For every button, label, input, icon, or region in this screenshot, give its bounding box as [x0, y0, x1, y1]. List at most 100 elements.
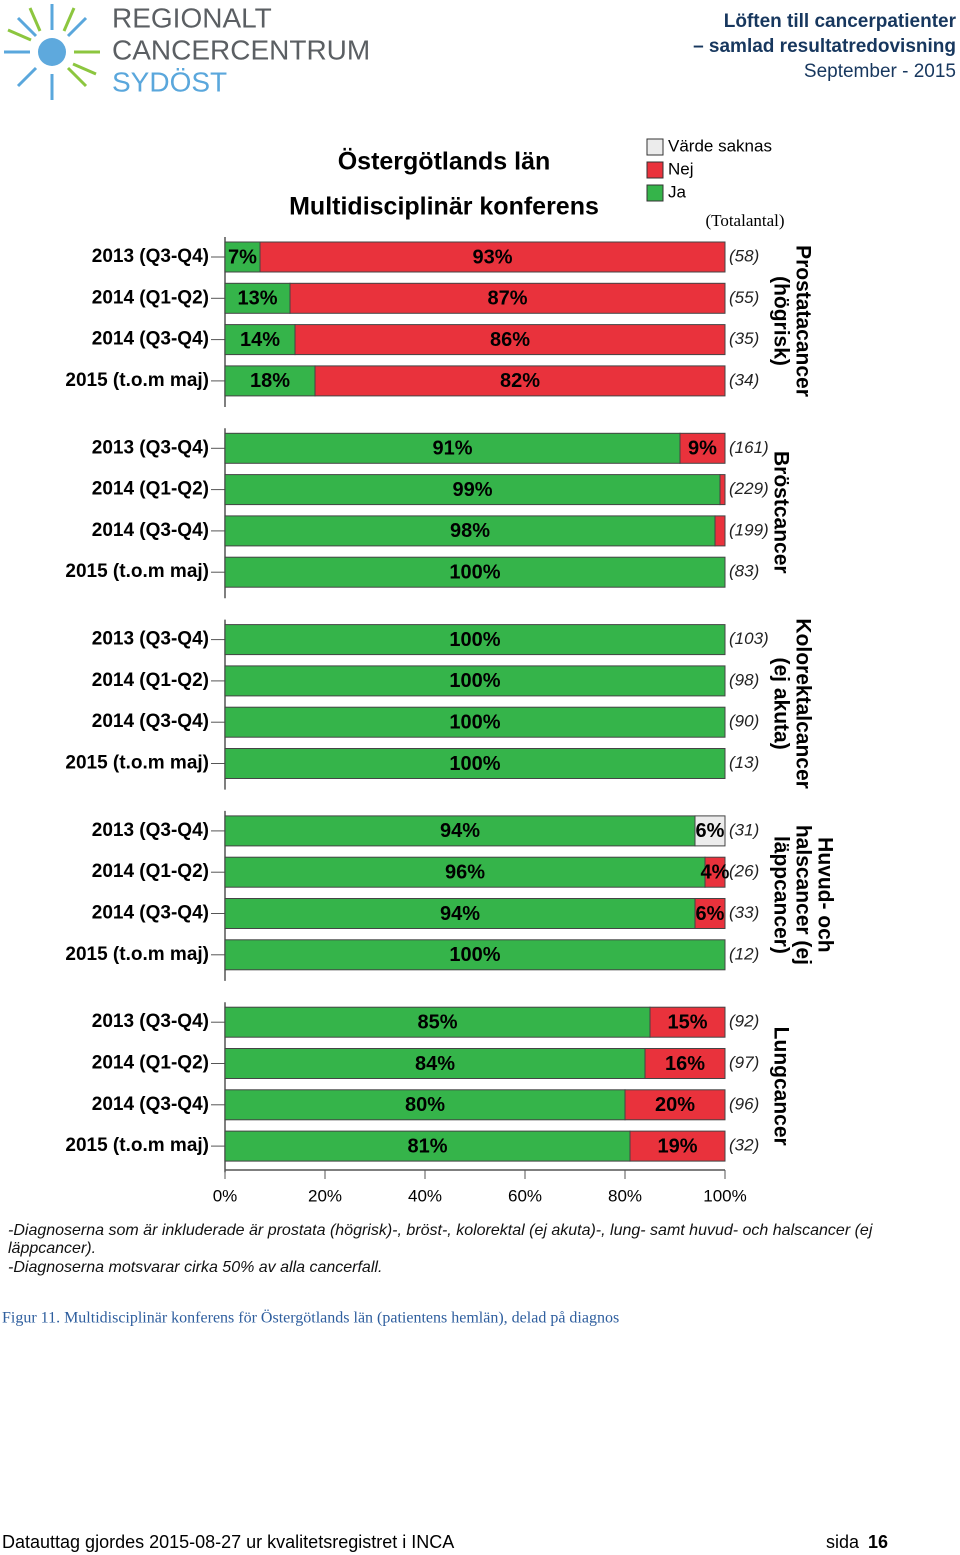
bar-segment — [259, 241, 726, 273]
panel-name: Lungcancer — [769, 1027, 792, 1146]
bar-segment — [704, 856, 726, 888]
value-label: 84% — [415, 1053, 455, 1075]
bar-segment — [224, 365, 316, 397]
category-label: 2014 (Q3-Q4) — [92, 1094, 209, 1115]
category-label: 2015 (t.o.m maj) — [65, 753, 209, 774]
total-label: (31) — [729, 820, 759, 839]
bar-segment — [224, 748, 726, 779]
value-label: 20% — [655, 1094, 695, 1116]
value-label: 7% — [228, 246, 257, 268]
value-label: 19% — [657, 1135, 697, 1157]
category-label: 2014 (Q1-Q2) — [92, 861, 209, 882]
bar-segment — [224, 556, 726, 588]
bar-segment — [224, 1048, 646, 1079]
bar-segment — [649, 1006, 726, 1038]
value-label: 94% — [440, 820, 480, 842]
value-label: 93% — [472, 246, 512, 268]
total-label: (34) — [729, 370, 759, 389]
value-label: 99% — [452, 479, 492, 501]
value-label: 6% — [696, 820, 725, 842]
value-label: 100% — [449, 944, 500, 966]
bar-segment — [224, 1006, 651, 1038]
bar-segment — [624, 1089, 726, 1121]
note: -Diagnoserna som är inkluderade är prost… — [8, 1222, 873, 1257]
bar-segment — [224, 939, 726, 971]
value-label: 85% — [417, 1011, 457, 1033]
value-label: 6% — [696, 903, 725, 925]
value-label: 15% — [667, 1011, 707, 1033]
bar-segment — [289, 282, 726, 314]
bar-segment — [224, 665, 726, 697]
panel-name: Kolorektalcancer — [791, 618, 814, 788]
total-label: (90) — [729, 712, 759, 731]
panel-name: (högrisk) — [769, 276, 792, 366]
bar-segment — [719, 474, 726, 506]
total-label: (55) — [729, 288, 759, 307]
total-label: (13) — [729, 753, 759, 772]
category-label: 2015 (t.o.m maj) — [65, 944, 209, 965]
chart-title: Östergötlands län — [338, 147, 551, 176]
value-label: 18% — [250, 370, 290, 392]
value-label: 94% — [440, 903, 480, 925]
value-label: 14% — [240, 329, 280, 351]
category-label: 2015 (t.o.m maj) — [65, 370, 209, 391]
logo-mark — [4, 4, 100, 100]
panel-name: Bröstcancer — [769, 451, 792, 574]
value-label: 80% — [405, 1094, 445, 1116]
panel-name: (ej akuta) — [769, 657, 792, 749]
value-label: 100% — [449, 670, 500, 692]
value-label: 9% — [688, 438, 717, 460]
legend-label: Nej — [668, 159, 694, 178]
total-label: (83) — [729, 562, 759, 581]
legend-swatch — [646, 161, 664, 179]
logo-text: REGIONALT — [112, 2, 272, 33]
header-title: Löften till cancerpatienter — [724, 11, 957, 32]
bar-segment — [629, 1130, 726, 1162]
x-tick-label: 80% — [608, 1186, 642, 1205]
bar-segment — [224, 624, 726, 656]
bar-segment — [694, 815, 726, 847]
total-label: (161) — [729, 438, 769, 457]
total-label: (97) — [729, 1053, 759, 1072]
category-label: 2014 (Q1-Q2) — [92, 670, 209, 691]
category-label: 2014 (Q1-Q2) — [92, 1053, 209, 1074]
x-tick-label: 60% — [508, 1186, 542, 1205]
caption: Figur 11. Multidisciplinär konferens för… — [2, 1309, 619, 1327]
category-label: 2014 (Q1-Q2) — [92, 287, 209, 308]
logo-text: SYDÖST — [112, 66, 227, 97]
total-label: (12) — [729, 944, 759, 963]
logo-text: CANCERCENTRUM — [112, 34, 370, 65]
bar-segment — [314, 365, 726, 397]
value-label: 81% — [407, 1135, 447, 1157]
footer-source: Datauttag gjordes 2015-08-27 ur kvalitet… — [2, 1532, 454, 1552]
panel-name: halscancer (ej — [791, 825, 814, 965]
category-label: 2015 (t.o.m maj) — [65, 1135, 209, 1156]
bar-segment — [644, 1048, 726, 1079]
bar-segment — [224, 706, 726, 738]
x-tick-label: 20% — [308, 1186, 342, 1205]
bar-segment — [694, 898, 726, 929]
legend-swatch — [646, 138, 664, 156]
value-label: 100% — [449, 629, 500, 651]
value-label: 98% — [450, 520, 490, 542]
bar-segment — [679, 432, 726, 464]
total-label: (35) — [729, 329, 759, 348]
panel-name: Prostatacancer — [791, 245, 814, 397]
value-label: 100% — [449, 561, 500, 583]
value-label: 4% — [701, 861, 730, 883]
bar-segment — [714, 515, 726, 547]
total-label: (33) — [729, 903, 759, 922]
bar-segment — [224, 1089, 626, 1121]
bar-segment — [224, 474, 721, 506]
total-label: (96) — [729, 1094, 759, 1113]
category-label: 2014 (Q3-Q4) — [92, 711, 209, 732]
value-label: 16% — [665, 1053, 705, 1075]
chart-subtitle: Multidisciplinär konferens — [289, 193, 599, 221]
x-tick-label: 100% — [703, 1186, 746, 1205]
x-tick-label: 0% — [213, 1186, 238, 1205]
category-label: 2013 (Q3-Q4) — [92, 629, 209, 650]
panel-name: Huvud- och — [813, 837, 836, 953]
category-label: 2014 (Q3-Q4) — [92, 520, 209, 541]
x-tick-label: 40% — [408, 1186, 442, 1205]
